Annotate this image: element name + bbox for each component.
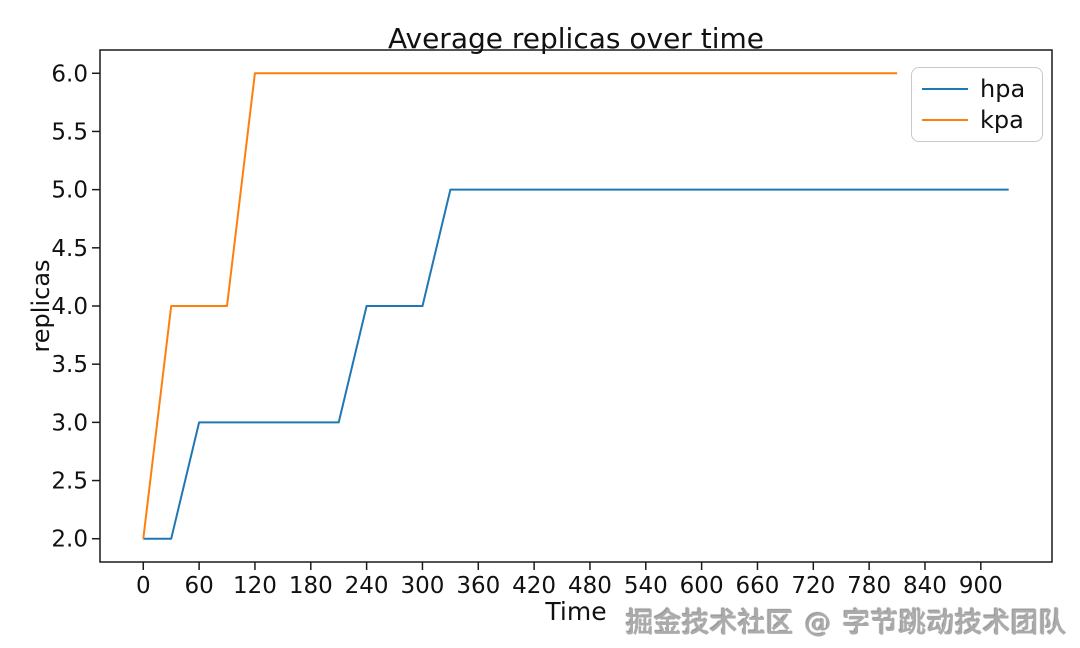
x-tick-label: 300 <box>400 573 444 599</box>
y-tick-label: 3.0 <box>51 410 88 436</box>
x-tick-label: 60 <box>184 573 213 599</box>
x-tick-label: 360 <box>456 573 500 599</box>
y-tick-label: 5.0 <box>51 178 88 204</box>
x-tick-label: 600 <box>680 573 724 599</box>
series-line-hpa <box>143 188 1009 540</box>
legend-item-hpa: hpa <box>922 77 1032 101</box>
x-tick-label: 0 <box>136 573 151 599</box>
x-axis-label: Time <box>545 597 607 626</box>
legend-line-swatch-hpa <box>922 88 968 90</box>
y-tick-label: 6.0 <box>51 61 88 87</box>
x-tick-label: 180 <box>289 573 333 599</box>
x-tick-label: 840 <box>903 573 947 599</box>
series-line-kpa <box>142 72 898 539</box>
y-axis-label: replicas <box>27 259 55 353</box>
x-tick-label: 720 <box>791 573 835 599</box>
plot-frame <box>99 49 1053 563</box>
legend-label-hpa: hpa <box>980 75 1026 103</box>
legend-label-kpa: kpa <box>980 106 1024 134</box>
chart-title: Average replicas over time <box>388 22 764 55</box>
legend-line-swatch-kpa <box>922 119 968 121</box>
legend-item-kpa: kpa <box>922 108 1032 132</box>
x-tick-label: 780 <box>847 573 891 599</box>
x-tick-label: 480 <box>568 573 612 599</box>
watermark: 掘金技术社区 @ 字节跳动技术团队 <box>626 608 1067 639</box>
x-tick-label: 660 <box>736 573 780 599</box>
y-tick-label: 2.0 <box>51 527 88 553</box>
x-tick-label: 540 <box>624 573 668 599</box>
legend: hpa kpa <box>911 67 1043 142</box>
y-tick-label: 5.5 <box>51 119 88 145</box>
x-tick-label: 240 <box>345 573 389 599</box>
x-tick-label: 900 <box>959 573 1003 599</box>
y-tick-label: 4.5 <box>51 236 88 262</box>
y-tick-label: 4.0 <box>51 294 88 320</box>
y-tick-label: 3.5 <box>51 352 88 378</box>
x-tick-label: 120 <box>233 573 277 599</box>
x-tick-label: 420 <box>512 573 556 599</box>
y-tick-label: 2.5 <box>51 469 88 495</box>
